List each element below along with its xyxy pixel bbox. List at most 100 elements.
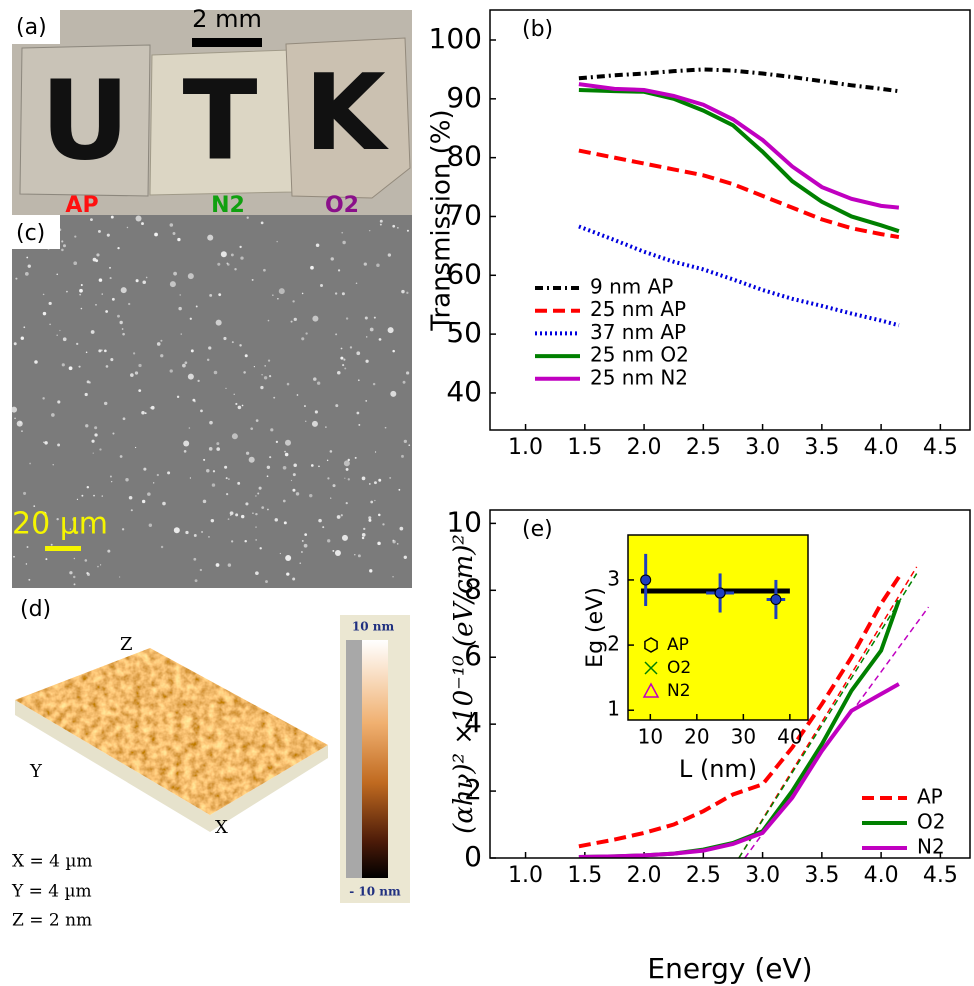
particle (107, 550, 110, 553)
x-tick-label: 1.5 (567, 435, 602, 460)
particle (93, 452, 94, 453)
particle (192, 399, 195, 402)
particle (399, 527, 403, 531)
particle (98, 349, 101, 352)
y-axis-label: Transmission (%) (427, 109, 457, 331)
particle (196, 306, 198, 308)
particle (95, 304, 96, 305)
particle (184, 450, 187, 453)
particle (112, 298, 115, 301)
particle (269, 375, 271, 377)
particle (318, 466, 320, 468)
particle (286, 572, 289, 575)
particle (285, 555, 291, 561)
particle (226, 477, 228, 479)
particle (170, 223, 174, 227)
particle (265, 580, 268, 583)
particle (268, 320, 270, 322)
y-tick-label: 100 (429, 22, 482, 55)
particle (267, 509, 269, 511)
particle (292, 300, 294, 302)
particle (200, 569, 202, 571)
particle (122, 328, 124, 330)
particle (216, 442, 219, 445)
particle (331, 257, 334, 260)
particle (200, 410, 203, 413)
particle (106, 365, 109, 368)
particle (325, 426, 326, 427)
particle (81, 308, 83, 310)
y-axis-label: Eg (eV) (583, 587, 608, 668)
particle (235, 513, 238, 516)
particle (267, 475, 269, 477)
figure: U T K 2 mm AP N2 O2 (a) (c) 20 µm (d) Z … (0, 0, 974, 986)
particle (255, 571, 259, 575)
panel-label: (c) (16, 221, 45, 246)
particle (254, 366, 255, 367)
particle (342, 292, 345, 295)
particle (382, 523, 384, 525)
particle (221, 251, 227, 257)
particle (259, 547, 261, 549)
particle (350, 346, 352, 348)
particle (392, 576, 393, 577)
particle (374, 500, 375, 501)
particle (340, 357, 343, 360)
particle (213, 470, 215, 472)
particle (183, 440, 189, 446)
particle (346, 468, 349, 471)
particle (51, 544, 53, 546)
particle (279, 288, 285, 294)
particle (275, 518, 278, 521)
particle (341, 232, 343, 234)
dimension: Y = 4 µm (11, 882, 92, 902)
particle (216, 320, 222, 326)
particle (342, 364, 344, 366)
legend-label: 37 nm AP (590, 320, 686, 344)
particle (201, 531, 203, 533)
particle (356, 412, 359, 415)
particle (216, 447, 220, 451)
particle (332, 550, 334, 552)
particle (191, 349, 194, 352)
particle (365, 317, 368, 320)
particle (120, 455, 123, 458)
particle (239, 344, 241, 346)
particle (407, 230, 409, 232)
particle (277, 298, 279, 300)
point (715, 588, 725, 598)
particle (21, 430, 23, 432)
particle (63, 244, 66, 247)
particle (167, 471, 170, 474)
particle (117, 247, 119, 249)
photo-panel: U T K 2 mm AP N2 O2 (a) (12, 5, 412, 218)
particle (74, 558, 76, 560)
particle (231, 540, 233, 542)
particle (259, 487, 262, 490)
particle (392, 350, 395, 353)
particle (207, 359, 209, 361)
particle (335, 550, 341, 556)
particle (342, 535, 348, 541)
x-tick-label: 20 (684, 725, 709, 749)
particle (104, 350, 107, 353)
particle (231, 254, 234, 257)
particle (337, 371, 341, 375)
particle (190, 318, 192, 320)
particle (135, 371, 138, 374)
particle (85, 559, 88, 562)
particle (188, 273, 194, 279)
colorbar (362, 640, 388, 878)
legend-label: AP (917, 785, 943, 809)
particle (264, 376, 267, 379)
particle (397, 543, 399, 545)
particle (363, 528, 365, 530)
particle (193, 558, 196, 561)
x-tick-label: 4.5 (923, 435, 958, 460)
particle (185, 531, 188, 534)
particle (138, 364, 141, 367)
particle (292, 489, 295, 492)
particle (226, 263, 228, 265)
particle (293, 464, 297, 468)
particle (34, 360, 38, 364)
